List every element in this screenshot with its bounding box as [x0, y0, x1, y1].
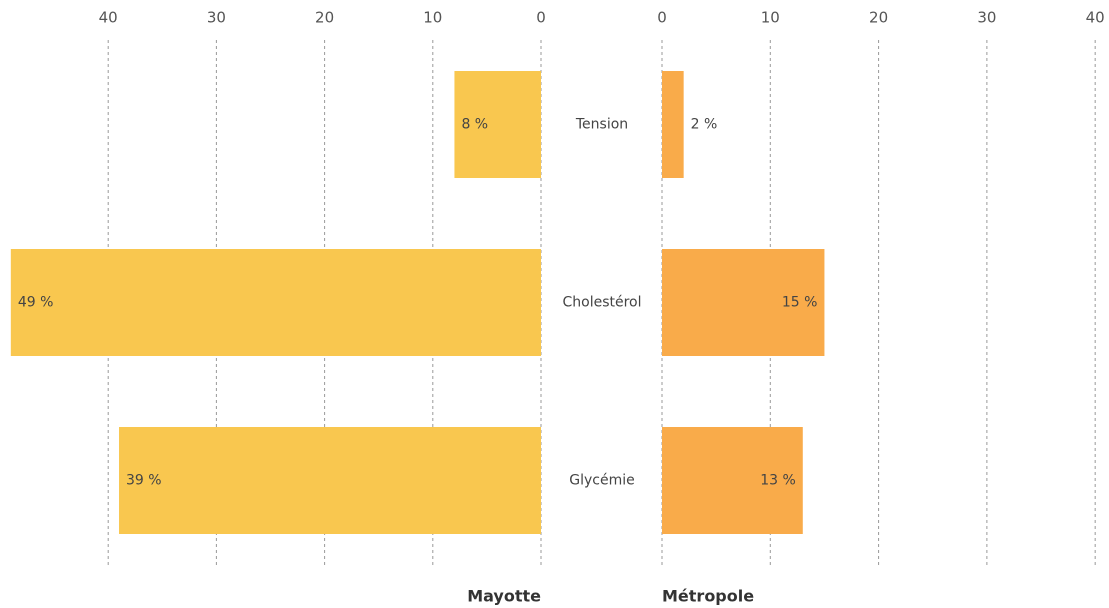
bar: [662, 427, 803, 534]
x-tick-label: 40: [1086, 9, 1105, 27]
bar: [119, 427, 542, 534]
data-label: 2 %: [691, 117, 718, 133]
x-tick-label: 30: [207, 9, 226, 27]
data-label: 39 %: [126, 473, 162, 489]
category-label: Tension: [575, 117, 628, 133]
data-label: 8 %: [461, 117, 488, 133]
data-label: 49 %: [18, 295, 54, 311]
x-tick-label: 20: [315, 9, 334, 27]
bar: [662, 249, 825, 356]
category-label: Cholestérol: [562, 295, 641, 311]
bar: [454, 71, 541, 178]
x-tick-label: 0: [657, 9, 667, 27]
x-tick-label: 10: [761, 9, 780, 27]
bar: [10, 249, 541, 356]
data-label: 15 %: [782, 295, 818, 311]
bar: [662, 71, 684, 178]
data-label: 13 %: [760, 473, 796, 489]
category-label: Glycémie: [569, 473, 634, 489]
panel-title: Métropole: [662, 587, 754, 606]
x-tick-label: 10: [423, 9, 442, 27]
x-tick-label: 20: [869, 9, 888, 27]
x-tick-label: 0: [536, 9, 546, 27]
panel-title: Mayotte: [467, 587, 541, 606]
x-tick-label: 40: [99, 9, 118, 27]
x-tick-label: 30: [977, 9, 996, 27]
